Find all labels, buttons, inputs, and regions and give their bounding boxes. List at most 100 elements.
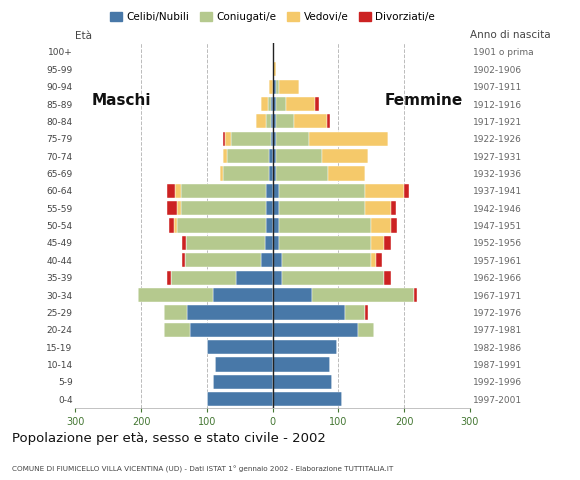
Legend: Celibi/Nubili, Coniugati/e, Vedovi/e, Divorziati/e: Celibi/Nubili, Coniugati/e, Vedovi/e, Di… xyxy=(106,8,440,26)
Bar xyxy=(182,253,185,267)
Bar xyxy=(269,80,273,94)
Bar xyxy=(180,184,266,198)
Text: Femmine: Femmine xyxy=(385,93,463,108)
Bar xyxy=(273,358,331,372)
Bar xyxy=(207,340,273,354)
Bar xyxy=(276,132,309,146)
Bar xyxy=(174,218,177,233)
Bar xyxy=(309,132,387,146)
Bar xyxy=(322,149,368,163)
Bar xyxy=(187,305,273,320)
Bar xyxy=(273,323,358,337)
Bar xyxy=(273,114,276,129)
Bar xyxy=(273,184,279,198)
Bar xyxy=(273,271,282,285)
Bar xyxy=(279,218,371,233)
Bar xyxy=(266,114,271,129)
Bar xyxy=(227,149,269,163)
Bar xyxy=(175,184,180,198)
Bar xyxy=(273,97,276,111)
Bar xyxy=(138,288,213,302)
Bar xyxy=(391,218,397,233)
Bar xyxy=(345,305,365,320)
Bar xyxy=(271,114,273,129)
Bar xyxy=(365,201,391,216)
Bar xyxy=(256,114,266,129)
Bar xyxy=(327,114,331,129)
Bar xyxy=(213,375,273,389)
Text: Maschi: Maschi xyxy=(92,93,151,108)
Bar xyxy=(220,167,223,180)
Bar xyxy=(171,271,237,285)
Bar xyxy=(365,184,404,198)
Bar xyxy=(279,236,371,250)
Bar xyxy=(273,288,312,302)
Bar xyxy=(273,167,276,180)
Bar xyxy=(273,80,276,94)
Bar xyxy=(268,97,271,111)
Bar xyxy=(273,201,279,216)
Bar xyxy=(294,114,327,129)
Bar xyxy=(286,97,316,111)
Bar xyxy=(164,305,187,320)
Bar xyxy=(180,201,266,216)
Bar xyxy=(269,167,273,180)
Bar xyxy=(273,340,337,354)
Bar xyxy=(266,218,273,233)
Bar xyxy=(164,323,190,337)
Bar xyxy=(271,97,273,111)
Bar xyxy=(358,323,375,337)
Bar xyxy=(276,167,328,180)
Bar xyxy=(231,132,271,146)
Bar xyxy=(182,236,186,250)
Bar xyxy=(269,149,273,163)
Bar xyxy=(185,253,261,267)
Bar xyxy=(328,167,365,180)
Bar xyxy=(414,288,417,302)
Bar xyxy=(273,132,276,146)
Bar xyxy=(264,236,273,250)
Bar xyxy=(273,253,282,267)
Bar xyxy=(279,184,365,198)
Bar xyxy=(385,271,391,285)
Bar xyxy=(224,132,231,146)
Bar xyxy=(404,184,409,198)
Bar xyxy=(215,358,273,372)
Bar xyxy=(266,201,273,216)
Bar xyxy=(273,62,276,76)
Bar xyxy=(276,97,286,111)
Bar xyxy=(276,80,279,94)
Text: Età: Età xyxy=(75,32,92,41)
Bar xyxy=(376,253,382,267)
Bar xyxy=(262,97,268,111)
Bar xyxy=(177,218,266,233)
Bar xyxy=(282,253,371,267)
Y-axis label: Anno di nascita: Anno di nascita xyxy=(470,30,550,39)
Bar xyxy=(213,288,273,302)
Bar xyxy=(391,201,396,216)
Bar xyxy=(279,201,365,216)
Bar xyxy=(168,201,177,216)
Bar xyxy=(273,149,276,163)
Bar xyxy=(168,184,175,198)
Bar xyxy=(223,167,269,180)
Bar xyxy=(273,236,279,250)
Bar xyxy=(312,288,414,302)
Bar xyxy=(273,392,342,407)
Bar xyxy=(371,218,391,233)
Bar xyxy=(273,375,332,389)
Bar xyxy=(316,97,318,111)
Bar xyxy=(223,149,227,163)
Bar xyxy=(273,218,279,233)
Bar xyxy=(190,323,273,337)
Bar xyxy=(279,80,299,94)
Text: Popolazione per età, sesso e stato civile - 2002: Popolazione per età, sesso e stato civil… xyxy=(12,432,325,445)
Bar xyxy=(271,132,273,146)
Bar xyxy=(237,271,273,285)
Bar xyxy=(207,392,273,407)
Bar xyxy=(186,236,264,250)
Bar xyxy=(168,271,171,285)
Bar xyxy=(371,236,385,250)
Bar xyxy=(282,271,385,285)
Bar xyxy=(223,132,224,146)
